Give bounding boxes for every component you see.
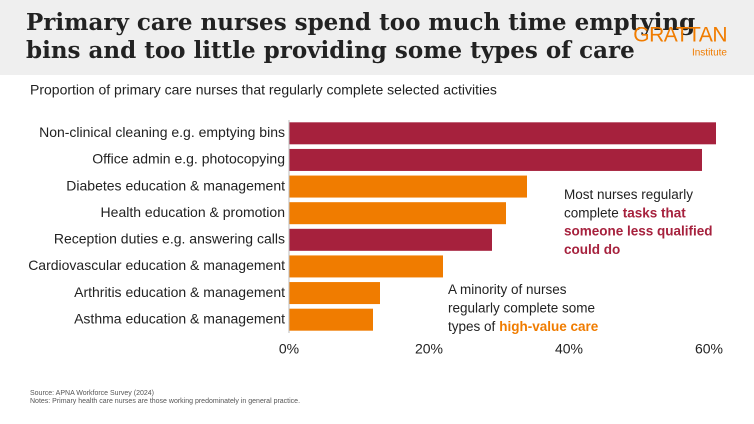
x-tick-label: 40% [555, 341, 583, 357]
annotation-text: Most nurses regularly [564, 187, 693, 202]
bar [289, 255, 443, 278]
header-band [0, 0, 754, 75]
brand-sub: Institute [692, 48, 727, 59]
annotation-text: complete [564, 205, 619, 220]
y-tick-label: Office admin e.g. photocopying [92, 151, 285, 167]
annotation-highlight: could do [564, 242, 620, 257]
annotation: Most nurses regularly [564, 187, 693, 202]
annotation-highlight: tasks that [623, 205, 687, 220]
bar [289, 308, 373, 331]
annotation: A minority of nurses [448, 282, 567, 297]
x-tick-label: 0% [279, 341, 299, 357]
y-tick-label: Health education & promotion [101, 204, 285, 220]
bar [289, 202, 506, 225]
annotation-text: types of [448, 319, 496, 334]
bar [289, 175, 527, 198]
annotation-highlight: high-value care [499, 319, 599, 334]
chart-title: Primary care nurses spend too much time … [26, 9, 695, 36]
y-tick-label: Cardiovascular education & management [28, 257, 285, 273]
y-tick-label: Arthritis education & management [74, 284, 285, 300]
brand: GRATTAN [633, 24, 727, 47]
y-tick-label: Reception duties e.g. answering calls [54, 231, 285, 247]
y-tick-label: Diabetes education & management [66, 177, 285, 193]
annotation: complete tasks that [564, 205, 686, 220]
annotation-text: A minority of nurses [448, 282, 567, 297]
bar [289, 148, 702, 171]
y-tick-label: Non-clinical cleaning e.g. emptying bins [39, 124, 285, 140]
bar [289, 282, 380, 305]
annotation: types of high-value care [448, 319, 599, 334]
annotation: regularly complete some [448, 300, 595, 315]
bar [289, 122, 716, 145]
chart-subtitle: Proportion of primary care nurses that r… [30, 82, 497, 98]
x-tick-label: 20% [415, 341, 443, 357]
y-tick-label: Asthma education & management [74, 310, 285, 326]
notes: Notes: Primary health care nurses are th… [30, 398, 300, 405]
bar [289, 228, 492, 251]
x-tick-label: 60% [695, 341, 723, 357]
annotation-highlight: someone less qualified [564, 224, 713, 239]
chart-title: bins and too little providing some types… [26, 37, 635, 64]
source: Source: APNA Workforce Survey (2024) [30, 390, 154, 397]
annotation-text: regularly complete some [448, 300, 595, 315]
